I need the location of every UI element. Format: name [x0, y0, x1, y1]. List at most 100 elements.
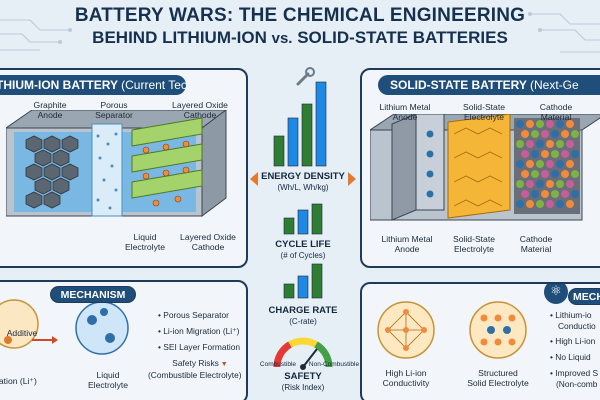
- label-solid-state-electrolyte-bottom: Solid-State Electrolyte: [452, 234, 496, 254]
- cathode-particle-icon: [561, 190, 569, 198]
- cathode-particle-icon: [521, 130, 529, 138]
- comparison-bar-icon: [311, 203, 323, 235]
- lithium-ion-mechanism-illustration: [0, 299, 129, 355]
- label-graphite-anode: Graphite Anode: [33, 100, 67, 120]
- lithium-ion-subtitle: (Current Tech): [121, 78, 186, 92]
- cathode-particle-icon: [526, 180, 534, 188]
- title-part-a: BEHIND LITHIUM-ION: [92, 28, 267, 47]
- cathode-particle-icon: [571, 130, 579, 138]
- cathode-particle-icon: [551, 150, 559, 158]
- center-comparison: [250, 67, 356, 370]
- cathode-particle-icon: [561, 170, 569, 178]
- rbullet-text-0: Lithium-io: [555, 310, 592, 320]
- cathode-particle-icon: [546, 180, 554, 188]
- cathode-particle-icon: [561, 150, 569, 158]
- bullet-safety-risks: Safety Risks ▼: [162, 358, 238, 370]
- title-vs: vs.: [271, 30, 293, 47]
- cathode-particle-icon: [556, 160, 564, 168]
- bullet-text-1: Li-ion Migration (Li⁺): [163, 326, 240, 336]
- solid-state-mechanism-title: MECH: [568, 288, 600, 305]
- solid-state-title-text: SOLID-STATE BATTERY: [390, 78, 527, 92]
- label-mechanism-liquid-electrolyte: Liquid Electrolyte: [87, 370, 129, 390]
- cathode-particle-icon: [536, 180, 544, 188]
- rbullet-text-3: No Liquid: [555, 352, 591, 362]
- metric-charge-rate-unit: (C-rate): [289, 317, 317, 326]
- cathode-particle-icon: [556, 120, 564, 128]
- bullet-li-migration: • Li-ion Migration (Li⁺): [158, 326, 240, 336]
- label-lithium-metal-anode-top: Lithium Metal Anode: [379, 102, 431, 122]
- cathode-particle-icon: [521, 150, 529, 158]
- solid-state-subtitle: (Next-Ge: [530, 78, 579, 92]
- gauge-label-combustible: Combustible: [259, 361, 297, 368]
- gauge-label-non-combustible: Non-Combustible: [308, 361, 360, 368]
- cathode-particle-icon: [561, 130, 569, 138]
- cathode-particle-icon: [521, 170, 529, 178]
- lithium-ion-title-text: THIUM-ION BATTERY: [0, 78, 118, 92]
- cathode-particle-icon: [516, 200, 524, 208]
- comparison-bar-icon: [301, 103, 313, 167]
- cathode-particle-icon: [546, 200, 554, 208]
- cathode-particle-icon: [571, 190, 579, 198]
- label-lithium-metal-anode-bottom: Lithium Metal Anode: [381, 234, 433, 254]
- cathode-particle-icon: [551, 170, 559, 178]
- cathode-particle-icon: [566, 140, 574, 148]
- cathode-particle-icon: [526, 160, 534, 168]
- cathode-particle-icon: [536, 200, 544, 208]
- cathode-particle-icon: [531, 190, 539, 198]
- cathode-particle-icon: [531, 130, 539, 138]
- comparison-bar-icon: [273, 135, 285, 167]
- right-arrow-icon: [348, 172, 356, 186]
- bullet-text-0: Porous Separator: [163, 310, 229, 320]
- bullet-text-3: Safety Risks: [172, 358, 219, 368]
- comparison-bar-icon: [283, 283, 295, 299]
- label-li-migration-left: ration (Li⁺): [0, 376, 37, 386]
- bullet-porous-separator: • Porous Separator: [158, 310, 229, 320]
- bullet-text-2: SEI Layer Formation: [163, 342, 241, 352]
- cathode-particle-icon: [566, 160, 574, 168]
- title-line-1: BATTERY WARS: THE CHEMICAL ENGINEERING: [74, 5, 526, 26]
- cathode-particle-icon: [531, 170, 539, 178]
- cathode-particle-icon: [571, 150, 579, 158]
- metric-safety-unit: (Risk Index): [281, 383, 325, 392]
- cathode-particle-icon: [516, 160, 524, 168]
- metric-charge-rate: CHARGE RATE: [268, 305, 338, 316]
- label-liquid-electrolyte: Liquid Electrolyte: [124, 232, 166, 252]
- cathode-particle-icon: [566, 180, 574, 188]
- lithium-ion-cell-illustration: [6, 110, 227, 217]
- title-line-2: BEHIND LITHIUM-ION vs. SOLID-STATE BATTE…: [0, 29, 600, 46]
- rbullet-text-5: (Non-comb: [556, 379, 598, 389]
- comparison-bar-icon: [311, 263, 323, 299]
- cathode-particle-icon: [546, 120, 554, 128]
- left-arrow-icon: [250, 172, 258, 186]
- solid-state-panel: SOLID-STATE BATTERY (Next-Ge Lithium Met…: [360, 68, 600, 268]
- label-solid-state-electrolyte-top: Solid-State Electrolyte: [462, 102, 506, 122]
- bullet-combustible: (Combustible Electrolyte): [148, 370, 242, 380]
- label-porous-separator: Porous Separator: [95, 100, 133, 120]
- comparison-bar-icon: [315, 81, 327, 167]
- bullet-conduction: Conductio: [558, 321, 596, 331]
- cathode-particle-icon: [516, 180, 524, 188]
- comparison-bar-icon: [283, 217, 295, 235]
- safety-gauge: [273, 337, 333, 370]
- metric-cycle-life: CYCLE LIFE: [275, 239, 331, 250]
- label-cathode-material-top: Cathode Material: [539, 102, 573, 122]
- main-title: BATTERY WARS: THE CHEMICAL ENGINEERING B…: [0, 6, 600, 46]
- solid-state-title: SOLID-STATE BATTERY (Next-Ge: [378, 75, 600, 95]
- cathode-particle-icon: [541, 170, 549, 178]
- cathode-particle-icon: [536, 120, 544, 128]
- bullet-text-4: (Combustible Electrolyte): [148, 370, 242, 380]
- cathode-particle-icon: [566, 200, 574, 208]
- bullet-sei-layer: • SEI Layer Formation: [158, 342, 241, 352]
- title-part-b: SOLID-STATE BATTERIES: [297, 28, 508, 47]
- comparison-bar-icon: [297, 275, 309, 299]
- rbullet-text-2: High Li-ion: [555, 336, 596, 346]
- cathode-particle-icon: [571, 170, 579, 178]
- bullet-lithium-ion: • Lithium-io: [550, 310, 592, 320]
- cathode-particle-icon: [556, 140, 564, 148]
- metric-cycle-life-unit: (# of Cycles): [280, 251, 326, 260]
- label-additive: Additive: [6, 328, 38, 338]
- cathode-particle-icon: [516, 140, 524, 148]
- lithium-ion-mechanism-panel: MECHANISM Additive ration (Li⁺) Liquid El…: [0, 280, 248, 400]
- bullet-non-combustible: (Non-comb: [556, 379, 597, 389]
